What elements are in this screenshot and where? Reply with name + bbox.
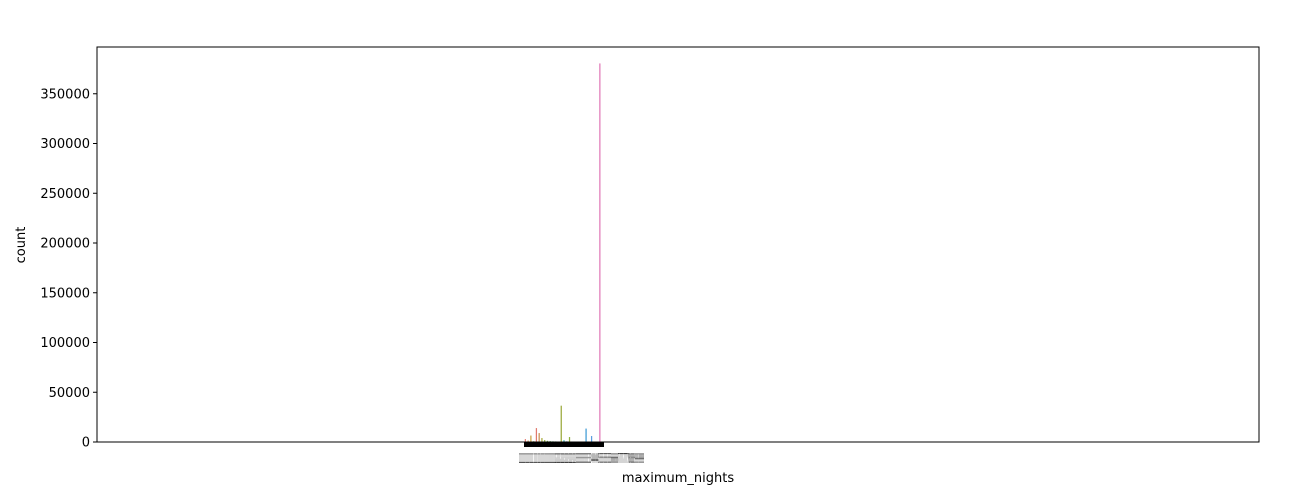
y-tick-label: 150000 — [40, 286, 90, 301]
y-tick-label: 200000 — [40, 237, 90, 252]
y-tick-label: 300000 — [40, 137, 90, 152]
bar — [590, 436, 593, 442]
x-tick-label-overlap-block — [524, 442, 604, 447]
bar — [535, 428, 538, 442]
plot-area — [97, 47, 1259, 442]
y-tick-label: 350000 — [40, 87, 90, 102]
bar — [541, 438, 543, 442]
bar — [560, 405, 562, 442]
y-tick-label: 50000 — [49, 386, 90, 401]
y-tick-label: 100000 — [40, 336, 90, 351]
plot-frame — [96, 46, 1260, 443]
x-axis-label: maximum_nights — [622, 471, 734, 486]
y-axis-label: count — [14, 227, 29, 264]
x-tick-labels-overlapping: 1111111111111111111111111111111111122222… — [519, 452, 644, 467]
bar — [524, 439, 526, 442]
bar — [563, 440, 565, 442]
bar — [568, 437, 571, 442]
y-tick-label: 250000 — [40, 187, 90, 202]
bar — [585, 428, 587, 442]
y-axis-ticks: 0 50000 100000 150000 200000 250000 300000 3500… — [40, 87, 97, 451]
bar — [538, 433, 540, 442]
bar — [530, 435, 532, 442]
y-tick-label: 0 — [82, 436, 90, 451]
bar — [599, 63, 601, 443]
bar — [544, 440, 546, 442]
bar — [546, 440, 549, 442]
bar — [527, 440, 529, 442]
